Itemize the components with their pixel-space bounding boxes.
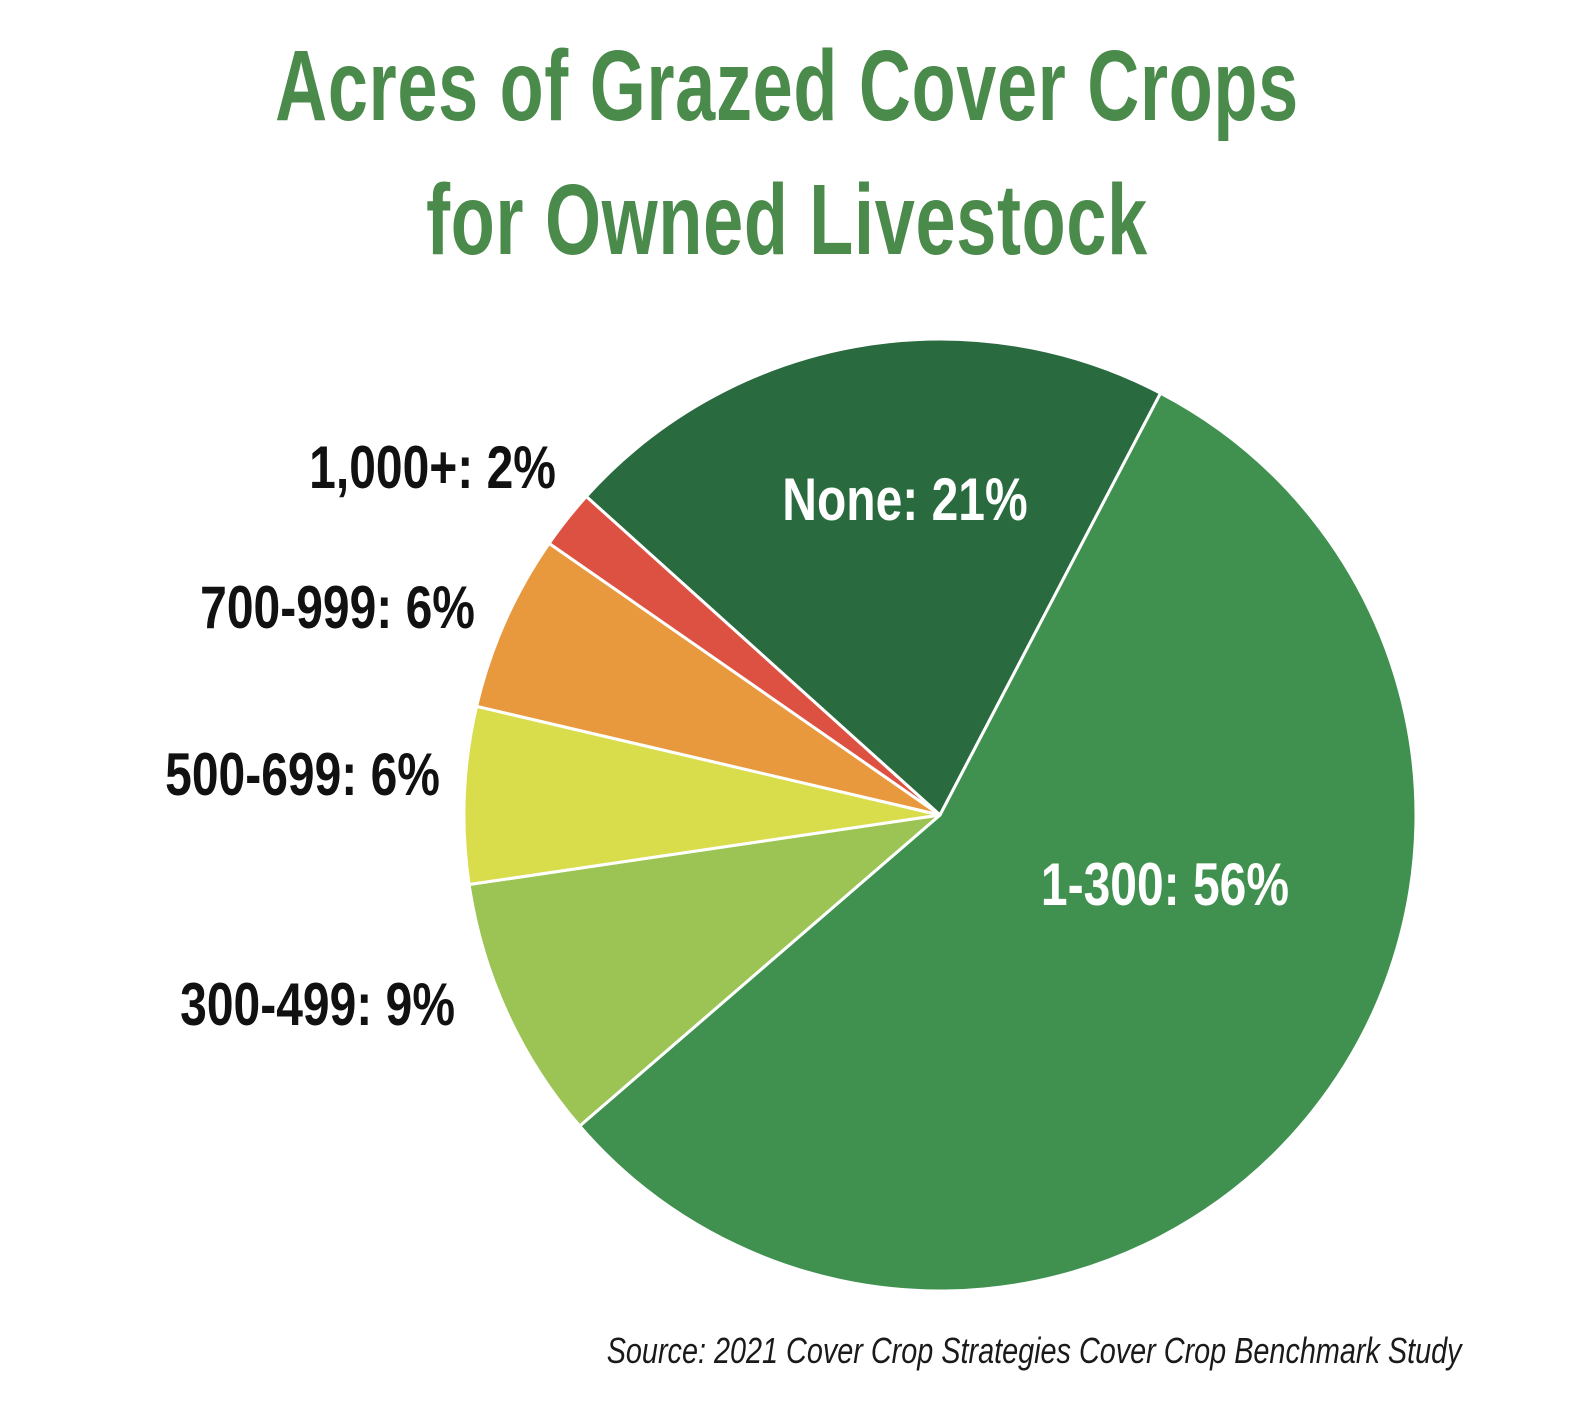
pie-label-none: None: 21% [782, 466, 1027, 533]
pie-label-700-999: 700-999: 6% [200, 574, 475, 641]
pie-label-300-499: 300-499: 9% [180, 971, 455, 1038]
pie-label-1-300: 1-300: 56% [1041, 851, 1289, 918]
pie-labels: None: 21% 1-300: 56% 300-499: 9% 500-699: 6… [165, 434, 1289, 1038]
pie-slice-1-300 [578, 391, 1418, 1293]
pie-slice-700-999 [475, 541, 942, 817]
chart-source-note: Source: 2021 Cover Crop Strategies Cover… [607, 1330, 1462, 1371]
pie-label-500-699: 500-699: 6% [165, 741, 440, 808]
pie-slice-1-000 [547, 494, 942, 817]
pie-label-1-000: 1,000+: 2% [309, 434, 556, 501]
chart-title-line1: Acres of Grazed Cover Crops [275, 30, 1299, 142]
pie-slice-300-499 [467, 813, 942, 1128]
pie-slice-none [584, 337, 1163, 817]
chart-title-line2: for Owned Livestock [426, 164, 1148, 276]
pie-slice-500-699 [462, 704, 942, 887]
pie-slices [462, 337, 1418, 1293]
